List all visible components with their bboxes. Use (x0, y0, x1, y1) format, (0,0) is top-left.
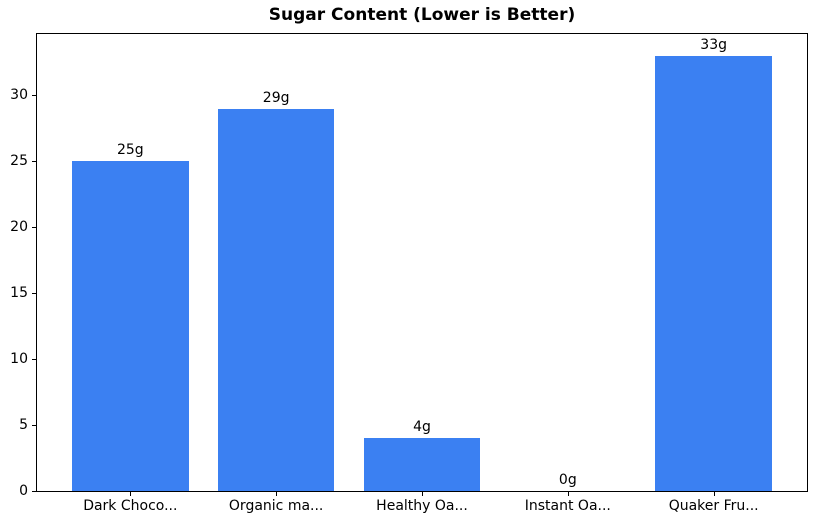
y-tick-label: 10 (10, 351, 28, 368)
y-tick (32, 490, 36, 492)
x-tick (276, 492, 278, 496)
y-tick (32, 292, 36, 294)
plot-area: 25g 29g 4g 0g 33g (36, 33, 808, 492)
chart-title: Sugar Content (Lower is Better) (268, 5, 576, 25)
y-tick-label: 15 (10, 285, 28, 302)
bar (72, 161, 189, 491)
x-tick (567, 492, 569, 496)
y-tick-label: 20 (10, 219, 28, 236)
bar (217, 108, 335, 491)
bar (363, 438, 481, 491)
y-tick (32, 226, 36, 228)
x-tick-label: Instant Oa... (524, 498, 611, 514)
x-tick-label: Dark Choco... (83, 498, 178, 514)
y-tick-label: 0 (19, 483, 28, 499)
x-tick-label: Quaker Fru... (668, 498, 759, 514)
x-tick-label: Organic ma... (228, 498, 324, 514)
y-tick-label: 5 (19, 417, 28, 434)
y-tick (32, 94, 36, 96)
x-tick (713, 492, 715, 496)
y-tick-label: 30 (10, 87, 28, 104)
x-tick (130, 492, 132, 496)
bar (655, 55, 772, 491)
bar-value-label: 4g (413, 419, 431, 436)
y-tick-label: 25 (10, 153, 28, 170)
bar-value-label: 33g (700, 36, 728, 53)
bar-value-label: 25g (116, 142, 144, 159)
x-tick (422, 492, 423, 496)
bar-value-label: 29g (262, 89, 290, 106)
y-tick (32, 358, 36, 360)
y-tick (32, 160, 36, 162)
y-tick (32, 424, 36, 426)
bar-value-label: 0g (558, 472, 577, 488)
x-tick-label: Healthy Oa... (376, 498, 468, 514)
